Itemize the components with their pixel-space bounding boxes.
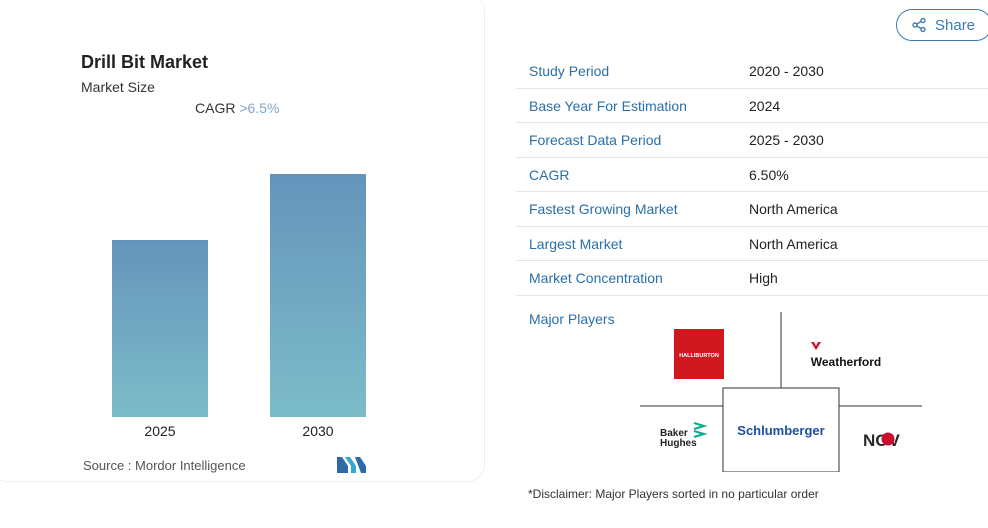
info-value: High xyxy=(749,270,778,286)
svg-text:Schlumberger: Schlumberger xyxy=(737,423,824,438)
chart-source: Source : Mordor Intelligence xyxy=(83,458,246,473)
svg-text:Weatherford: Weatherford xyxy=(811,355,881,369)
info-row-study-period: Study Period 2020 - 2030 xyxy=(516,54,988,89)
major-players-label: Major Players xyxy=(529,311,615,327)
info-key: Forecast Data Period xyxy=(529,132,662,148)
info-value: 2025 - 2030 xyxy=(749,132,824,148)
halliburton-logo: HALLIBURTON xyxy=(674,329,724,379)
info-key: Study Period xyxy=(529,63,610,79)
bar-label-2030: 2030 xyxy=(302,423,334,439)
info-key: Base Year For Estimation xyxy=(529,97,687,114)
cagr-label: CAGR xyxy=(195,100,236,116)
svg-text:Hughes: Hughes xyxy=(660,438,697,449)
chart-title: Drill Bit Market xyxy=(81,52,209,72)
chart-subtitle: Market Size xyxy=(81,79,155,95)
info-value: 2024 xyxy=(749,97,781,114)
market-size-card xyxy=(0,0,485,482)
major-players-grid: HALLIBURTON Weatherford Baker Hughes Sch… xyxy=(640,312,922,472)
info-key: Largest Market xyxy=(529,235,623,252)
info-row-largest-market: Largest Market North America xyxy=(516,227,988,261)
cagr-annotation: CAGR >6.5% xyxy=(195,100,279,116)
market-info-table: Study Period 2020 - 2030 Base Year For E… xyxy=(516,54,988,296)
bar-2025 xyxy=(112,240,208,417)
share-label: Share xyxy=(935,16,976,34)
schlumberger-logo: Schlumberger xyxy=(737,423,824,438)
cagr-value: >6.5% xyxy=(239,100,280,116)
info-value: North America xyxy=(749,201,838,217)
bar-label-2025: 2025 xyxy=(144,423,176,439)
info-value: North America xyxy=(749,235,838,252)
bar-2030 xyxy=(270,174,366,417)
info-row-base-year: Base Year For Estimation 2024 xyxy=(516,89,988,123)
share-icon xyxy=(912,17,926,33)
info-key: Fastest Growing Market xyxy=(529,201,678,217)
info-value: 2020 - 2030 xyxy=(749,63,824,79)
nov-logo: NOV xyxy=(863,431,901,450)
disclaimer-text: *Disclaimer: Major Players sorted in no … xyxy=(528,487,819,501)
info-row-cagr: CAGR 6.50% xyxy=(516,158,988,192)
info-row-fastest-growing: Fastest Growing Market North America xyxy=(516,192,988,227)
mordor-intelligence-logo xyxy=(337,457,366,473)
info-value: 6.50% xyxy=(749,166,789,183)
info-row-forecast-period: Forecast Data Period 2025 - 2030 xyxy=(516,123,988,158)
weatherford-logo: Weatherford xyxy=(811,342,881,369)
info-row-concentration: Market Concentration High xyxy=(516,261,988,296)
baker-hughes-logo: Baker Hughes xyxy=(660,422,708,449)
share-button[interactable]: Share xyxy=(896,9,988,41)
info-key: CAGR xyxy=(529,166,570,183)
info-key: Market Concentration xyxy=(529,270,663,286)
svg-text:Baker: Baker xyxy=(660,428,688,439)
svg-text:HALLIBURTON: HALLIBURTON xyxy=(679,353,719,359)
